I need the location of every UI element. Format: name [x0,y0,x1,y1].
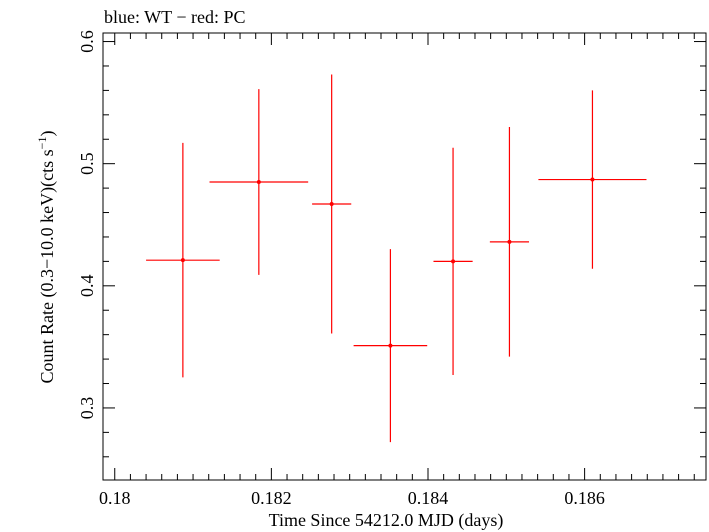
point-marker [329,201,334,206]
data-point [538,90,647,269]
data-point [489,127,530,357]
x-tick-label: 0.182 [251,488,292,508]
tick-labels: 0.18 0.182 0.184 0.186 0.3 0.4 0.5 0.6 [77,30,605,508]
point-marker [388,343,393,348]
point-marker [590,177,595,182]
y-tick-label: 0.5 [77,152,97,175]
y-axis-label-exponent: −1 [35,137,49,150]
point-marker [507,239,512,244]
y-tick-label: 0.4 [77,275,97,298]
y-axis-label-main: Count Rate (0.3−10.0 keV)(cts s [37,149,58,383]
y-tick-label: 0.3 [77,397,97,420]
point-marker [451,259,456,264]
x-tick-label: 0.184 [408,488,449,508]
x-axis-label: Time Since 54212.0 MJD (days) [269,510,504,531]
data-point [146,142,220,378]
chart-title: blue: WT − red: PC [104,7,245,27]
data-point [312,74,352,334]
data-point [433,147,473,375]
y-axis-label-close: ) [37,131,58,137]
data-points [146,74,647,443]
plot-frame [102,32,707,481]
data-point [209,89,309,275]
y-tick-label: 0.6 [77,30,97,53]
data-point [353,249,428,443]
point-marker [180,258,185,263]
x-tick-label: 0.18 [99,488,131,508]
point-marker [256,180,261,184]
x-tick-label: 0.186 [564,488,605,508]
y-axis-label: Count Rate (0.3−10.0 keV)(cts s−1) [35,131,58,384]
axis-ticks [103,33,706,480]
